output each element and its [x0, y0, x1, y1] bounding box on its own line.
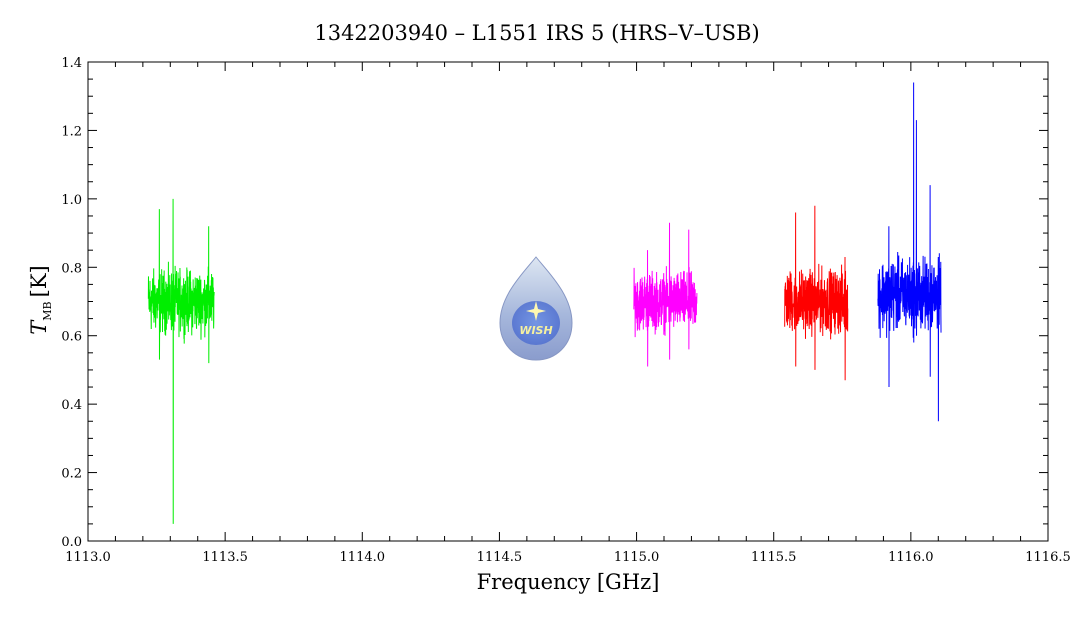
x-tick-label: 1115.0: [614, 550, 660, 565]
wish-star-icon: [526, 301, 546, 321]
y-tick-label: 1.0: [61, 193, 82, 208]
y-tick-label: 1.2: [61, 124, 82, 139]
series-layer: [147, 82, 942, 524]
chart-title: 1342203940 – L1551 IRS 5 (HRS–V–USB): [314, 21, 759, 45]
wish-logo-text: WISH: [519, 324, 552, 337]
x-axis-label: Frequency [GHz]: [477, 570, 660, 594]
x-tick-label: 1115.5: [751, 550, 797, 565]
spectrum-series-2: [633, 222, 698, 367]
spectrum-series-3: [784, 205, 849, 381]
x-tick-label: 1116.5: [1025, 550, 1071, 565]
y-axis-label-main: T: [27, 319, 51, 335]
y-axis-label-sub: MB: [41, 301, 54, 320]
y-tick-label: 0.6: [61, 330, 82, 345]
x-tick-label: 1113.5: [202, 550, 248, 565]
y-tick-label: 0.2: [61, 467, 82, 482]
wish-core-icon: [512, 301, 560, 345]
x-tick-label: 1116.0: [888, 550, 934, 565]
x-tick-label: 1114.0: [340, 550, 386, 565]
ticks-layer: 1113.0 1113.5 1114.0 1114.5 1115.0 1115.5 1116…: [61, 56, 1070, 565]
spectrum-series-4: [877, 82, 942, 422]
wish-logo: WISH: [499, 256, 573, 361]
spectrum-series-1: [147, 198, 215, 524]
x-tick-label: 1114.5: [477, 550, 523, 565]
y-tick-label: 0.0: [61, 535, 82, 550]
y-tick-label: 0.4: [61, 398, 82, 413]
y-axis-label: TMB [K]: [27, 265, 54, 334]
x-tick-label: 1113.0: [65, 550, 111, 565]
y-tick-label: 1.4: [61, 56, 82, 71]
y-axis-label-unit: [K]: [27, 265, 51, 297]
y-tick-label: 0.8: [61, 261, 82, 276]
